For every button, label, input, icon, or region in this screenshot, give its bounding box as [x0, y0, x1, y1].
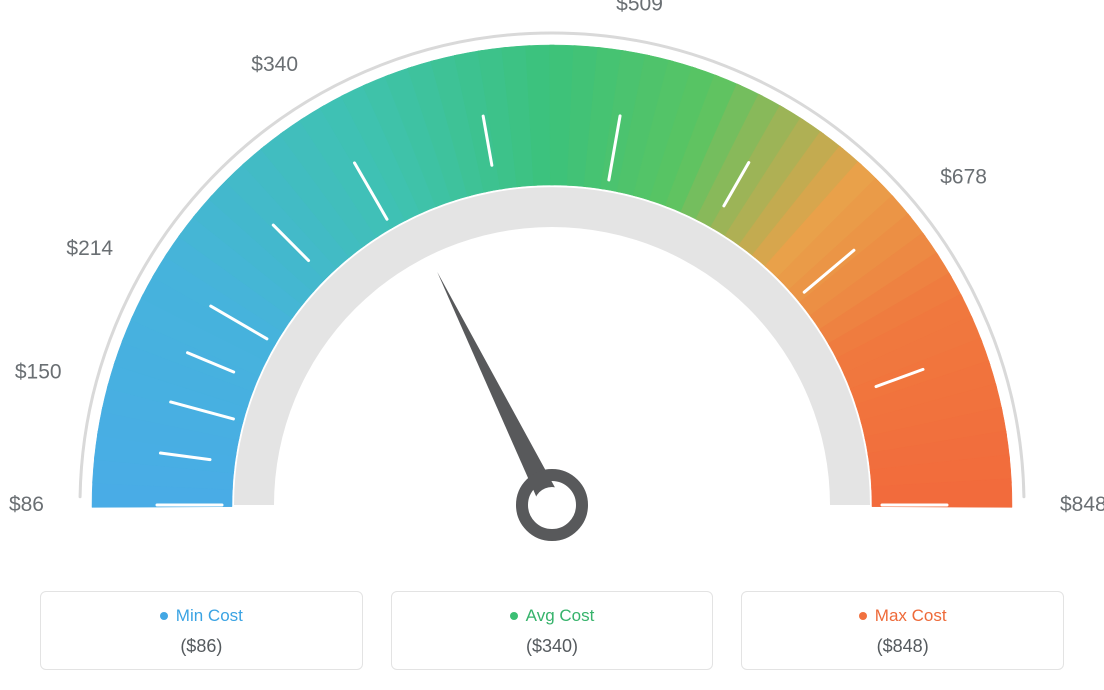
- legend-title-avg: Avg Cost: [510, 606, 595, 626]
- gauge-arc: [92, 45, 1012, 507]
- legend-label-max: Max Cost: [875, 606, 947, 626]
- legend-card-avg: Avg Cost ($340): [391, 591, 714, 670]
- tick-label: $340: [251, 53, 298, 76]
- legend-label-avg: Avg Cost: [526, 606, 595, 626]
- legend-title-max: Max Cost: [859, 606, 947, 626]
- legend-row: Min Cost ($86) Avg Cost ($340) Max Cost …: [40, 591, 1064, 670]
- dot-icon: [510, 612, 518, 620]
- tick-label: $848: [1060, 493, 1104, 516]
- tick-label: $678: [940, 165, 987, 188]
- legend-title-min: Min Cost: [160, 606, 243, 626]
- dot-icon: [859, 612, 867, 620]
- legend-label-min: Min Cost: [176, 606, 243, 626]
- tick-label: $150: [15, 361, 62, 384]
- dot-icon: [160, 612, 168, 620]
- legend-value-max: ($848): [752, 636, 1053, 657]
- tick-label: $214: [66, 237, 113, 260]
- gauge-svg: $86 $150 $214 $340 $509 $678 $848: [0, 0, 1104, 560]
- legend-card-max: Max Cost ($848): [741, 591, 1064, 670]
- legend-value-min: ($86): [51, 636, 352, 657]
- gauge-chart: $86 $150 $214 $340 $509 $678 $848: [0, 0, 1104, 560]
- tick-label: $509: [616, 0, 663, 16]
- legend-value-avg: ($340): [402, 636, 703, 657]
- legend-card-min: Min Cost ($86): [40, 591, 363, 670]
- tick-label: $86: [9, 493, 44, 516]
